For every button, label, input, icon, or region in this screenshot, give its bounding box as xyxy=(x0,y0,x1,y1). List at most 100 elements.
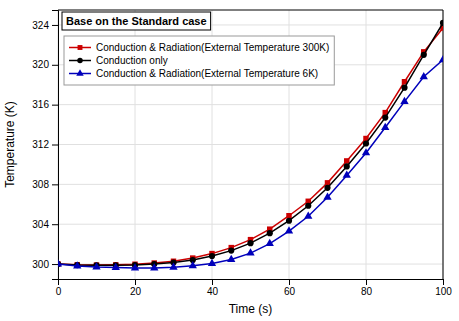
series xyxy=(58,20,443,269)
marker xyxy=(420,72,428,79)
tick-mark xyxy=(52,145,58,146)
tick: 60 xyxy=(284,279,296,297)
tick: 308 xyxy=(32,179,58,190)
tick-mark xyxy=(135,279,136,285)
legend-label: Conduction only xyxy=(96,55,168,66)
legend-marker xyxy=(78,45,83,50)
tick-label: 320 xyxy=(32,59,49,70)
line xyxy=(58,60,443,268)
marker xyxy=(228,248,234,254)
marker xyxy=(381,123,389,130)
chart: 0 20 40 60 80 100 300 304 308 312 316 320 324 Time (s… xyxy=(0,0,459,321)
tick-mark xyxy=(366,279,367,285)
tick-label: 100 xyxy=(435,286,452,297)
legend-item: Conduction & Radiation(External Temperat… xyxy=(69,42,329,53)
marker xyxy=(112,263,120,270)
tick-mark xyxy=(289,279,290,285)
marker xyxy=(150,263,158,270)
marker xyxy=(286,218,292,224)
marker xyxy=(208,259,216,266)
marker xyxy=(209,253,215,259)
legend-item: Conduction & Radiation(External Temperat… xyxy=(69,68,318,79)
marker xyxy=(58,259,62,266)
legend-label: Conduction & Radiation(External Temperat… xyxy=(96,42,329,53)
tick: 40 xyxy=(207,279,219,297)
grid-line xyxy=(58,184,443,185)
tick-label: 0 xyxy=(56,286,62,297)
axis-line xyxy=(59,280,444,286)
tick: 0 xyxy=(56,279,62,297)
tick: 80 xyxy=(361,279,373,297)
marker xyxy=(169,262,177,269)
tick: 100 xyxy=(435,279,452,297)
marker xyxy=(92,262,100,269)
tick-mark xyxy=(52,184,58,185)
tick-label: 40 xyxy=(207,286,219,297)
marker xyxy=(267,230,273,236)
title-box xyxy=(62,12,211,30)
tick-mark xyxy=(52,224,58,225)
series xyxy=(58,55,443,270)
marker xyxy=(440,20,443,26)
x-axis-title: Time (s) xyxy=(229,302,273,316)
marker xyxy=(323,192,331,199)
tick: 312 xyxy=(32,139,58,150)
marker xyxy=(324,185,330,191)
tick: 324 xyxy=(32,20,58,31)
marker xyxy=(266,239,274,246)
marker xyxy=(227,255,235,262)
marker xyxy=(73,261,81,268)
marker xyxy=(285,226,293,233)
tick-mark xyxy=(52,264,58,265)
tick-label: 80 xyxy=(361,286,373,297)
tick-mark xyxy=(443,279,444,285)
tick-label: 324 xyxy=(32,20,49,31)
grid-line xyxy=(58,224,443,225)
axis-line xyxy=(52,11,59,280)
line xyxy=(58,28,443,265)
tick-label: 312 xyxy=(32,139,49,150)
series xyxy=(58,25,443,268)
grid xyxy=(58,10,443,279)
marker xyxy=(246,248,254,255)
tick: 316 xyxy=(32,99,58,110)
tick-label: 60 xyxy=(284,286,296,297)
tick-label: 308 xyxy=(32,179,49,190)
tick-mark xyxy=(52,25,58,26)
tick: 320 xyxy=(32,59,58,70)
marker xyxy=(344,158,349,163)
legend: Conduction & Radiation(External Temperat… xyxy=(64,36,334,85)
grid-line xyxy=(443,10,444,279)
tick-label: 20 xyxy=(130,286,142,297)
legend-marker xyxy=(77,58,83,64)
tick: 300 xyxy=(32,259,58,270)
marker xyxy=(400,97,408,104)
grid-line xyxy=(58,144,443,145)
marker xyxy=(343,171,351,178)
frame-line xyxy=(443,10,444,279)
y-axis: 300 304 308 312 316 320 324 xyxy=(32,11,58,280)
marker xyxy=(362,148,370,155)
legend-item: Conduction only xyxy=(69,55,168,66)
grid-line xyxy=(58,104,443,105)
tick-label: 304 xyxy=(32,219,49,230)
x-axis: 0 20 40 60 80 100 xyxy=(56,279,453,297)
marker xyxy=(304,211,312,218)
marker xyxy=(344,163,350,169)
tick-label: 316 xyxy=(32,99,49,110)
marker xyxy=(401,85,407,91)
tick-mark xyxy=(52,65,58,66)
legend-box xyxy=(64,36,334,85)
marker xyxy=(131,263,139,270)
marker xyxy=(439,55,443,62)
tick: 20 xyxy=(130,279,142,297)
legend-label: Conduction & Radiation(External Temperat… xyxy=(96,68,318,79)
marker xyxy=(363,140,369,146)
tick-label: 300 xyxy=(32,259,49,270)
title: Base on the Standard case xyxy=(66,15,207,27)
marker xyxy=(189,261,197,268)
marker xyxy=(382,115,388,121)
tick-mark xyxy=(212,279,213,285)
plot-area xyxy=(58,20,443,271)
y-axis-title: Temperature (K) xyxy=(3,101,17,188)
